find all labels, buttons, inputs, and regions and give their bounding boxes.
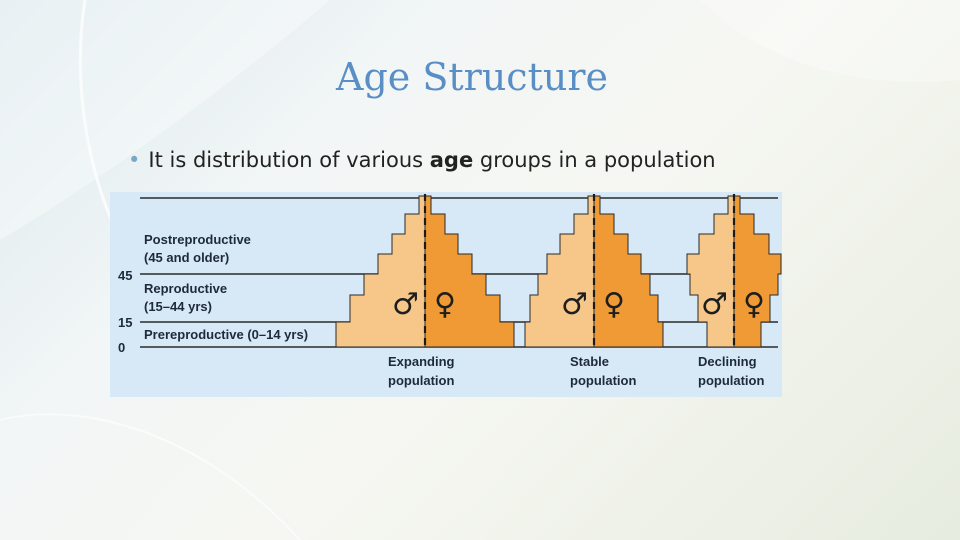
label-postreproductive-2: (45 and older) xyxy=(144,250,229,265)
pyramid-1: ♂ ♀ xyxy=(335,194,515,348)
male-half xyxy=(524,195,595,348)
label-stable-2: population xyxy=(570,373,636,388)
pyramid-3: ♂ ♀ xyxy=(686,194,782,348)
label-expanding-2: population xyxy=(388,373,454,388)
bullet-text-start: It is distribution of various xyxy=(148,148,430,172)
label-stable-1: Stable xyxy=(570,354,609,369)
label-reproductive-1: Reproductive xyxy=(144,281,227,296)
label-postreproductive-1: Postreproductive xyxy=(144,232,251,247)
label-reproductive-2: (15–44 yrs) xyxy=(144,299,212,314)
pyramid-2: ♂ ♀ xyxy=(524,194,664,348)
male-symbol-icon: ♂ xyxy=(392,287,419,322)
male-half xyxy=(686,195,735,348)
age-tick-45: 45 xyxy=(118,268,132,283)
bullet-text-end: groups in a population xyxy=(473,148,716,172)
female-symbol-icon: ♀ xyxy=(603,287,625,322)
label-declining-2: population xyxy=(698,373,764,388)
female-half xyxy=(424,195,515,348)
bullet-text-emphasis: age xyxy=(429,148,474,172)
slide-title: Age Structure xyxy=(336,55,608,99)
female-symbol-icon: ♀ xyxy=(743,287,765,322)
female-half xyxy=(593,195,664,348)
label-expanding-1: Expanding xyxy=(388,354,455,369)
bullet-dot-icon: • xyxy=(128,148,141,172)
female-symbol-icon: ♀ xyxy=(434,287,456,322)
label-declining-1: Declining xyxy=(698,354,757,369)
age-tick-15: 15 xyxy=(118,315,132,330)
age-structure-diagram: ♂ ♀ ♂ ♀ ♂ ♀ Postreproductive (45 and older) R… xyxy=(110,192,782,397)
male-symbol-icon: ♂ xyxy=(701,287,728,322)
pyramids-group: ♂ ♀ ♂ ♀ ♂ ♀ xyxy=(335,194,782,348)
bullet-item: • It is distribution of various age group… xyxy=(128,148,716,172)
male-symbol-icon: ♂ xyxy=(561,287,588,322)
age-pyramids-svg: ♂ ♀ ♂ ♀ ♂ ♀ Postreproductive (45 and older) R… xyxy=(110,192,782,397)
male-half xyxy=(335,195,426,348)
age-tick-0: 0 xyxy=(118,340,125,355)
female-half xyxy=(733,195,782,348)
label-prereproductive: Prereproductive (0–14 yrs) xyxy=(144,327,308,342)
